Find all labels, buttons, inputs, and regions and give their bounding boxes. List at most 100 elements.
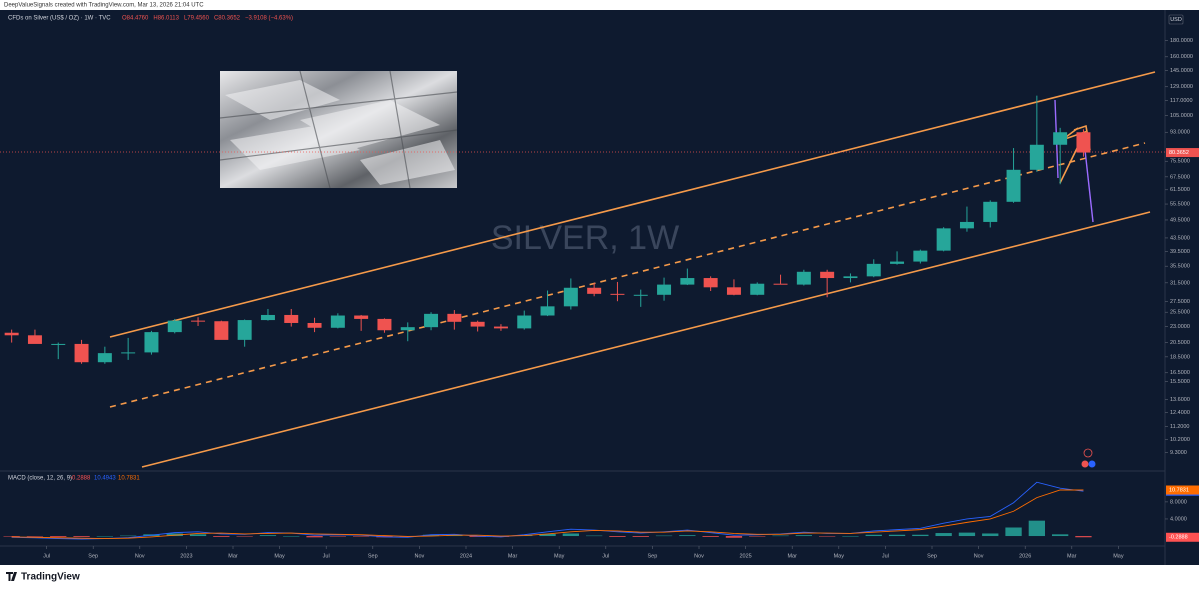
candle-body [517,315,532,329]
y-tick-label: 145.0000 [1170,68,1193,74]
ohlc-value: −3.9108 (−4.63%) [245,16,293,22]
macd-histogram-bar [912,534,929,537]
macd-histogram-bar [562,533,580,537]
indicator-icons [1081,448,1096,468]
macd-histogram-bar [3,536,20,537]
y-tick-label: 129.0000 [1170,84,1193,90]
x-tick-label: Sep [648,553,658,559]
currency: USD [1170,17,1182,23]
channel-lines [109,71,1156,468]
currency-box [1168,14,1184,25]
footer-text: TradingView [21,572,80,583]
macd-histogram-bar [585,535,603,537]
y-tick-label: 13.6000 [1170,397,1190,403]
candle-body [866,263,881,277]
macd-value-label: -0.2888 [1169,535,1188,541]
y-tick-label: 31.5000 [1170,280,1190,286]
y-tick-label: 75.5000 [1170,159,1190,165]
y-tick-label: 23.0000 [1170,324,1190,330]
candle-body [726,287,741,295]
y-tick-label: 67.5000 [1170,174,1190,180]
candle-body [51,343,66,345]
x-tick-label: Jul [882,553,889,559]
macd-histogram-bar [96,536,114,537]
candle-body [1029,144,1044,170]
macd-line [11,489,1084,540]
candle-body [820,271,835,279]
x-tick-label: 2025 [739,553,751,559]
candle-body [74,343,89,363]
macd-histogram-bar [73,536,90,537]
x-tick-label: Nov [135,553,145,559]
x-tick-label: Sep [927,553,937,559]
ohlc-value: H86.0113 [153,16,179,22]
y-tick-label: 9.3000 [1170,450,1187,456]
macd-histogram-bar [539,533,556,537]
candle-body [144,332,159,353]
header-bar [0,0,1199,10]
y-tick-label: 27.5000 [1170,299,1190,305]
candle-body [657,284,672,295]
y-tick-label: 25.5000 [1170,310,1190,316]
candle-body [191,320,206,322]
candle-body [214,321,229,340]
macd-histogram-bar [189,534,207,537]
macd-histogram-bar [119,535,137,537]
macd-histogram-bar [655,535,673,537]
silver-image [219,70,458,189]
marks [3,95,1092,540]
x-tick-label: Jul [602,553,609,559]
macd-value-box [1166,485,1199,495]
candle-body [1006,169,1021,202]
chart-title: CFDs on Silver (US$ / OZ) · 1W · TVC [8,16,111,22]
candle-body [1053,132,1068,145]
candle-body [983,201,998,222]
macd-histogram-bar [795,535,813,537]
y-tick-label: 117.0000 [1170,98,1193,104]
macd-histogram-bar [679,535,696,537]
y-tick-label: 61.5000 [1170,187,1190,193]
macd-histogram-bar [306,536,323,538]
macd-y-tick-label: 8.0000 [1170,499,1187,505]
footer-bar [0,565,1199,589]
macd-histogram-bar [236,536,253,537]
candle-body [843,276,858,279]
x-tick-label: May [274,553,285,559]
x-tick-label: Sep [88,553,98,559]
candle-body [587,287,602,294]
macd-line [11,481,1084,540]
candle-body [796,271,811,285]
macd-histogram-bar [982,533,999,537]
x-tick-label: Mar [1067,553,1077,559]
candle-body [936,228,951,251]
price-label-box [1166,148,1199,158]
candle-body [470,321,485,327]
y-tick-label: 15.5000 [1170,379,1190,385]
macd-histogram-bar [749,536,766,537]
x-tick-label: Nov [694,553,704,559]
chart-background [0,10,1199,565]
macd-y-tick-label: 4.0000 [1170,516,1187,522]
macd-histogram-bar [283,536,300,537]
macd-histogram-bar [842,536,859,537]
macd-histogram-bar [1075,536,1092,538]
candle-body [959,221,974,229]
ohlc-value: L79.4560 [184,16,210,22]
candle-body [913,250,928,262]
candle-body [377,318,392,331]
x-tick-label: 2023 [180,553,192,559]
candle-body [237,320,252,340]
macd-histogram-bar [888,534,906,537]
macd-histogram-bar [213,536,230,537]
x-tick-label: 2026 [1019,553,1031,559]
candle-body [890,261,905,264]
x-tick-label: May [834,553,845,559]
macd-histogram-bar [725,536,743,538]
candle-body [610,293,625,295]
x-tick-label: May [1113,553,1124,559]
macd-histogram-bar [818,536,836,537]
macd-legend-value: -0.2888 [70,476,91,482]
candle-body [493,326,508,329]
